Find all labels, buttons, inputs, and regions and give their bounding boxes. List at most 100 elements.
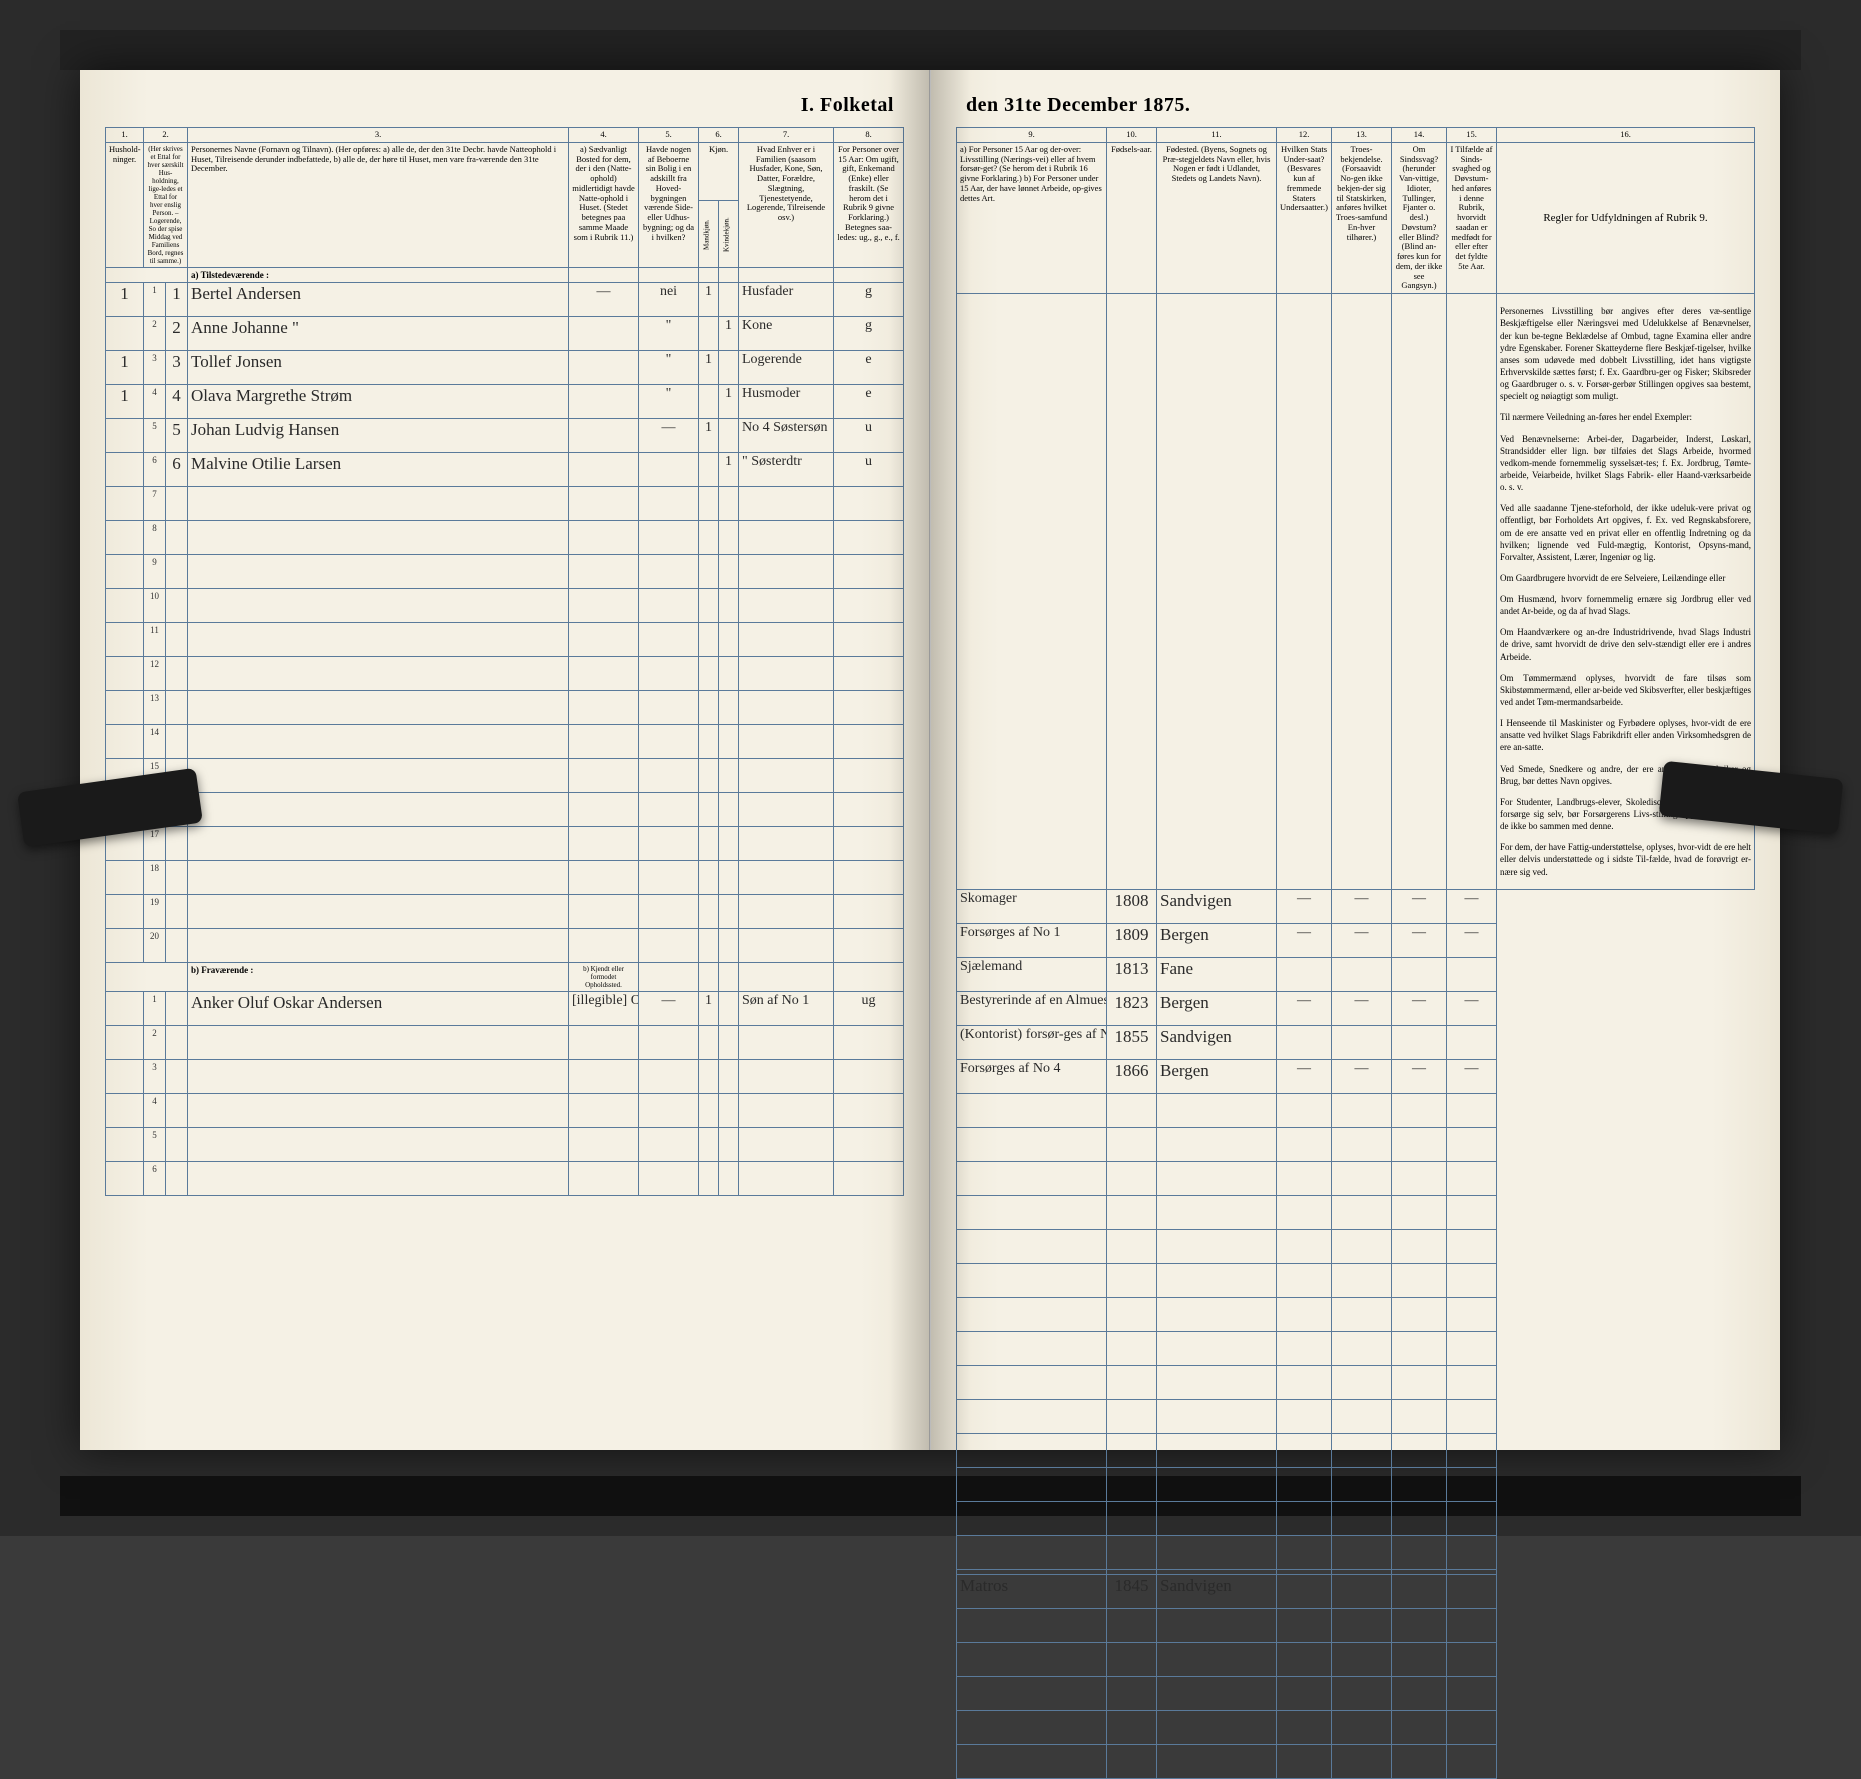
table-row (957, 1399, 1755, 1433)
row-num: 14 (144, 725, 166, 759)
cell: 1 (106, 385, 144, 419)
open-book: I. Folketal 1. 2. 3. 4. 5. 6. 7. 8. Hush… (80, 70, 1780, 1450)
cell: 1 (699, 419, 719, 453)
cell (1277, 957, 1332, 991)
cell: 1855 (1107, 1025, 1157, 1059)
row-num: 4 (144, 385, 166, 419)
cell: ug (834, 992, 904, 1026)
table-row: Forsørges af No 4 1866 Bergen — — — — (957, 1059, 1755, 1093)
cell: — (1277, 889, 1332, 923)
col15-head: I Tilfælde af Sinds-svaghed og Døvstum-h… (1447, 142, 1497, 293)
table-row (957, 1608, 1755, 1642)
table-row: 4 (106, 1094, 904, 1128)
col11-head: Fødested. (Byens, Sognets og Præ-stegjel… (1157, 142, 1277, 293)
table-row: 1 3 3 Tollef Jonsen " 1 Logerende e (106, 351, 904, 385)
cell (569, 351, 639, 385)
cell: " Søsterdtr (739, 453, 834, 487)
cell: Sandvigen (1157, 1574, 1277, 1608)
col6-num: 6. (699, 128, 739, 143)
cell: Sandvigen (1157, 1025, 1277, 1059)
cell (569, 385, 639, 419)
cell: 1866 (1107, 1059, 1157, 1093)
col16-head: Regler for Udfyldningen af Rubrik 9. (1497, 142, 1755, 293)
cell: 1 (719, 453, 739, 487)
left-page: I. Folketal 1. 2. 3. 4. 5. 6. 7. 8. Hush… (80, 70, 930, 1450)
table-row: 1 Anker Oluf Oskar Andersen [illegible] … (106, 992, 904, 1026)
cell: " (639, 351, 699, 385)
cell: — (1332, 889, 1392, 923)
table-row: 10 (106, 589, 904, 623)
cell: Bergen (1157, 923, 1277, 957)
cell: 1 (166, 283, 188, 317)
cell: g (834, 283, 904, 317)
cell: Bergen (1157, 1059, 1277, 1093)
row-num: 6 (144, 1162, 166, 1196)
cell: — (639, 419, 699, 453)
table-row: 3 (106, 1060, 904, 1094)
cell (1277, 1574, 1332, 1608)
col11-num: 11. (1157, 128, 1277, 143)
row-num: 20 (144, 929, 166, 963)
col6-sub-m: Mandkjøn. (699, 201, 719, 268)
cell: u (834, 453, 904, 487)
col13-num: 13. (1332, 128, 1392, 143)
cell: 4 (166, 385, 188, 419)
cell: Husmoder (739, 385, 834, 419)
section-b-label: b) Fraværende : (188, 963, 569, 992)
col16-num: 16. (1497, 128, 1755, 143)
cell: 1 (719, 317, 739, 351)
row-num: 2 (144, 317, 166, 351)
col9-head: a) For Personer 15 Aar og der-over: Livs… (957, 142, 1107, 293)
table-row (957, 1501, 1755, 1535)
table-row: Forsørges af No 1 1809 Bergen — — — — (957, 923, 1755, 957)
cell: 1 (699, 351, 719, 385)
col8-head: For Personer over 15 Aar: Om ugift, gift… (834, 142, 904, 268)
table-row: (Kontorist) forsør-ges af No 4 1855 Sand… (957, 1025, 1755, 1059)
cell (106, 453, 144, 487)
table-row (957, 1433, 1755, 1467)
col7-num: 7. (739, 128, 834, 143)
cell: — (639, 992, 699, 1026)
cell: — (1392, 991, 1447, 1025)
row-num: 3 (144, 1060, 166, 1094)
table-row: 2 2 Anne Johanne " " 1 Kone g (106, 317, 904, 351)
cell: Skomager (957, 889, 1107, 923)
cell: Johan Ludvig Hansen (188, 419, 569, 453)
cell (719, 992, 739, 1026)
cell: No 4 Søstersøn (739, 419, 834, 453)
table-row: Matros 1845 Sandvigen (957, 1574, 1755, 1608)
table-row (957, 1331, 1755, 1365)
table-row (957, 1710, 1755, 1744)
table-row: Sjælemand 1813 Fane (957, 957, 1755, 991)
cell: 2 (166, 317, 188, 351)
cell: Malvine Otilie Larsen (188, 453, 569, 487)
cell (1447, 1025, 1497, 1059)
cell (1277, 1025, 1332, 1059)
table-row (957, 1535, 1755, 1569)
page-title-left: I. Folketal (105, 94, 904, 117)
table-row: 19 (106, 895, 904, 929)
table-row: 7 (106, 487, 904, 521)
cell: — (1392, 889, 1447, 923)
cell: — (1447, 1059, 1497, 1093)
table-row: 14 (106, 725, 904, 759)
col6-sub-k: Kvindekjøn. (719, 201, 739, 268)
cell: 1 (106, 283, 144, 317)
row-num: 8 (144, 521, 166, 555)
cell: e (834, 351, 904, 385)
table-row: 18 (106, 861, 904, 895)
cell: 1 (699, 992, 719, 1026)
cell: 1 (699, 283, 719, 317)
cell: [illegible] Ostindien (569, 992, 639, 1026)
table-row: 8 (106, 521, 904, 555)
cell (1332, 957, 1392, 991)
row-num: 4 (144, 1094, 166, 1128)
cell (106, 419, 144, 453)
col3-head: Personernes Navne (Fornavn og Tilnavn). … (188, 142, 569, 268)
col2-head: (Her skrives et Ettal for hver særskilt … (144, 142, 188, 268)
cell: — (1447, 889, 1497, 923)
col1-num: 1. (106, 128, 144, 143)
cell: Forsørges af No 4 (957, 1059, 1107, 1093)
row-num: 18 (144, 861, 166, 895)
table-row: Skomager 1808 Sandvigen — — — — (957, 889, 1755, 923)
